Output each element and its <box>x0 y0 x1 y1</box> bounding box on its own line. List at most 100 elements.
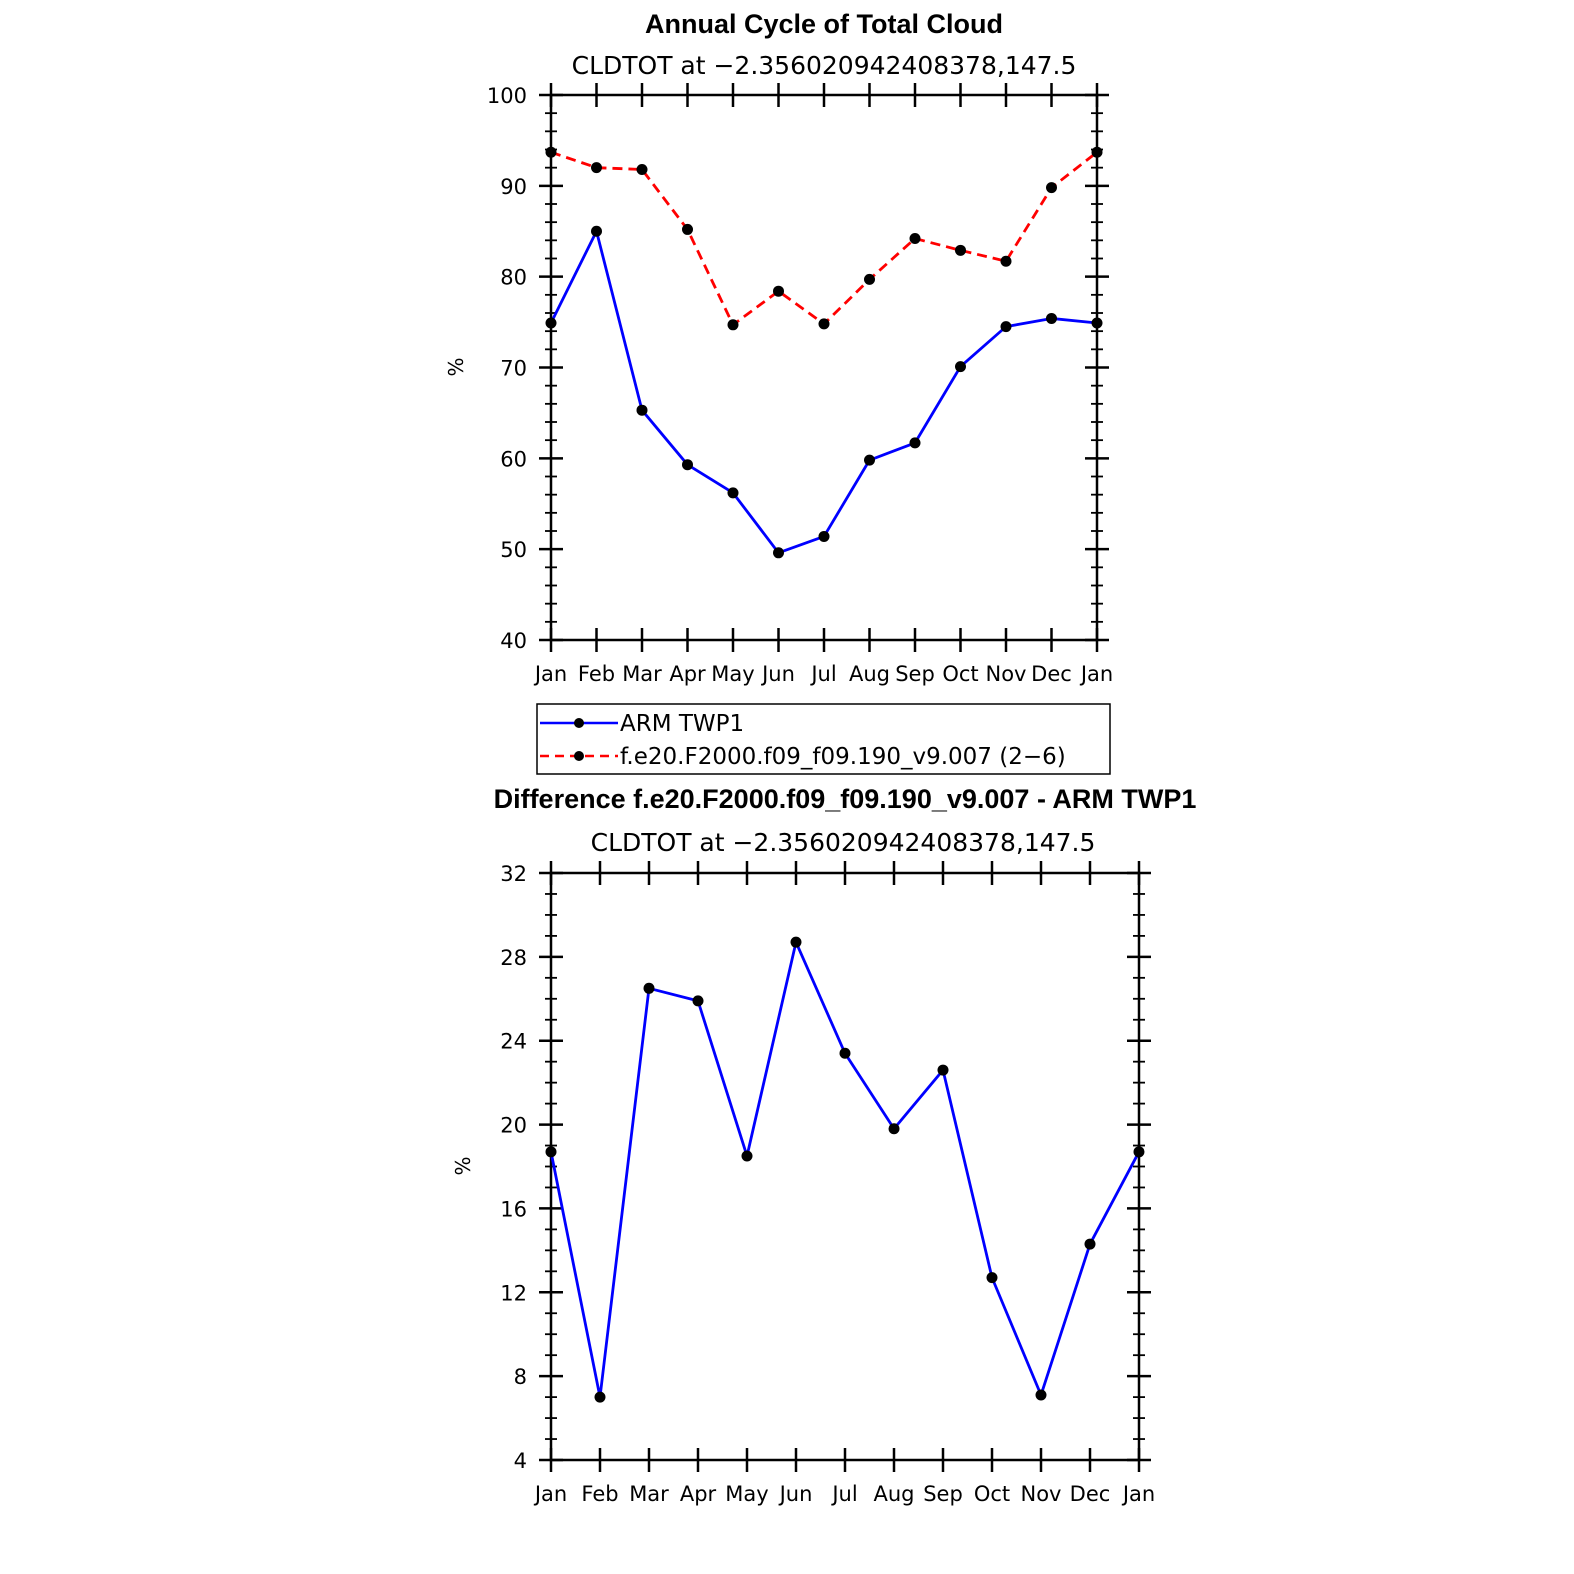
chart1-point-arm-twp1 <box>1046 312 1057 324</box>
chart1-point-arm-twp1 <box>955 361 966 373</box>
chart1-line-arm-twp1 <box>549 229 1098 555</box>
chart1-point-arm-twp1 <box>1091 317 1103 329</box>
chart2-x-tick-label: Aug <box>873 1482 914 1506</box>
chart2-x-tick-label: Feb <box>581 1482 618 1506</box>
chart2-y-tick-label: 8 <box>514 1365 527 1389</box>
chart2-point-series-1 <box>937 1064 949 1076</box>
chart1-title: Annual Cycle of Total Cloud <box>645 9 1003 39</box>
chart2-y-tick-label: 12 <box>500 1281 527 1305</box>
chart1-x-tick-label: Sep <box>895 662 935 686</box>
chart2-y-tick-label: 20 <box>500 1114 527 1138</box>
chart2-point-series-1 <box>1133 1146 1145 1158</box>
chart1-y-tick-label: 80 <box>500 266 527 290</box>
chart2-point-series-1 <box>888 1123 900 1135</box>
chart1-x-tick-label: Dec <box>1031 662 1072 686</box>
chart2-y-tick-label: 16 <box>500 1197 527 1221</box>
chart2-point-series-1 <box>545 1146 557 1158</box>
chart1-y-tick-label: 70 <box>500 357 527 381</box>
chart2-x-tick-label: Jun <box>778 1482 813 1506</box>
chart1-point-f-e20-f2000-f09-f09-190-v9-007-2-6 <box>682 223 693 235</box>
chart1-point-f-e20-f2000-f09-f09-190-v9-007-2-6 <box>545 146 557 158</box>
chart1-point-arm-twp1 <box>636 404 648 416</box>
chart2-x-tick-label: Dec <box>1070 1482 1111 1506</box>
chart2-point-series-1 <box>692 995 704 1007</box>
chart1-x-tick-label: May <box>711 662 754 686</box>
chart1-point-f-e20-f2000-f09-f09-190-v9-007-2-6 <box>1046 182 1057 194</box>
chart2-y-tick-label: 32 <box>500 862 527 886</box>
chart1-legend: ARM TWP1 f.e20.F2000.f09_f09.190_v9.007 … <box>536 703 1111 775</box>
chart2-x-tick-label: Jan <box>533 1482 567 1506</box>
chart2-point-series-1 <box>594 1391 606 1403</box>
chart2-point-series-1 <box>643 982 655 994</box>
chart2-plot: Jan Feb Mar Apr May Jun Jul Aug Sep Oct Nov Dec Jan4… <box>500 861 1155 1506</box>
legend-marker-model <box>574 751 584 761</box>
chart1-point-f-e20-f2000-f09-f09-190-v9-007-2-6 <box>864 273 875 285</box>
chart2-title: Difference f.e20.F2000.f09_f09.190_v9.00… <box>494 784 1197 814</box>
chart1-point-arm-twp1 <box>818 530 830 542</box>
chart2-x-tick-label: Mar <box>629 1482 669 1506</box>
chart1-line-f-e20-f2000-f09-f09-190-v9-007-2-6 <box>550 150 1098 327</box>
chart2-x-tick-label: May <box>725 1482 768 1506</box>
chart1-x-tick-label: Feb <box>578 662 615 686</box>
chart2-y-tick-label: 28 <box>500 946 527 970</box>
chart1-point-f-e20-f2000-f09-f09-190-v9-007-2-6 <box>591 162 602 174</box>
chart2-x-tick-label: Oct <box>974 1482 1010 1506</box>
chart1-x-tick-label: Jun <box>760 662 795 686</box>
chart2-x-tick-label: Apr <box>680 1482 717 1506</box>
chart1-point-arm-twp1 <box>1000 321 1012 333</box>
chart1-point-f-e20-f2000-f09-f09-190-v9-007-2-6 <box>773 285 784 297</box>
chart2-x-tick-label: Nov <box>1021 1482 1062 1506</box>
chart1-y-tick-label: 40 <box>500 629 527 653</box>
chart1-y-axis-label: % <box>444 357 468 376</box>
chart1-point-f-e20-f2000-f09-f09-190-v9-007-2-6 <box>727 319 739 331</box>
legend-label-arm-twp1: ARM TWP1 <box>620 711 744 737</box>
chart2-y-tick-label: 4 <box>514 1449 527 1473</box>
chart1-y-tick-label: 50 <box>500 538 527 562</box>
legend-box <box>536 703 1111 775</box>
chart2-frame <box>549 871 1141 1462</box>
chart1-point-f-e20-f2000-f09-f09-190-v9-007-2-6 <box>636 163 648 175</box>
chart2-x-tick-label: Jul <box>830 1482 857 1506</box>
chart1-point-arm-twp1 <box>682 459 693 471</box>
chart1-point-arm-twp1 <box>773 547 784 559</box>
chart2-x-tick-label: Sep <box>923 1482 963 1506</box>
chart1-frame <box>549 93 1099 642</box>
chart1-y-tick-label: 60 <box>500 447 527 471</box>
chart1-x-tick-label: Jan <box>533 662 567 686</box>
chart1-point-f-e20-f2000-f09-f09-190-v9-007-2-6 <box>1000 255 1012 267</box>
chart2-point-series-1 <box>1035 1389 1047 1401</box>
legend-label-model: f.e20.F2000.f09_f09.190_v9.007 (2−6) <box>620 744 1066 770</box>
chart2-point-series-1 <box>1084 1238 1096 1250</box>
chart1-point-arm-twp1 <box>727 487 739 499</box>
chart2-y-tick-label: 24 <box>500 1030 527 1054</box>
chart2-subtitle: CLDTOT at −2.356020942408378,147.5 <box>591 828 1096 857</box>
chart1-y-tick-label: 100 <box>487 84 527 108</box>
chart2-point-series-1 <box>790 936 802 948</box>
chart1-subtitle: CLDTOT at −2.356020942408378,147.5 <box>572 51 1077 80</box>
chart1-point-arm-twp1 <box>591 225 602 237</box>
chart2-point-series-1 <box>986 1272 998 1284</box>
chart1-point-f-e20-f2000-f09-f09-190-v9-007-2-6 <box>1091 146 1103 158</box>
chart1-x-tick-label: Jul <box>809 662 836 686</box>
chart2-y-axis-label: % <box>451 1156 475 1175</box>
chart1-point-arm-twp1 <box>909 437 921 449</box>
chart2-line-series-1 <box>549 940 1141 1399</box>
chart1-x-tick-label: Aug <box>849 662 890 686</box>
chart2-point-series-1 <box>839 1047 851 1059</box>
chart1-point-f-e20-f2000-f09-f09-190-v9-007-2-6 <box>955 244 966 256</box>
chart1-x-tick-label: Apr <box>669 662 706 686</box>
chart1-x-tick-label: Mar <box>622 662 662 686</box>
chart1-y-tick-label: 90 <box>500 175 527 199</box>
chart1-x-tick-label: Nov <box>986 662 1027 686</box>
chart2-point-series-1 <box>741 1150 753 1162</box>
chart1-x-tick-label: Oct <box>942 662 978 686</box>
chart1-point-f-e20-f2000-f09-f09-190-v9-007-2-6 <box>818 318 830 330</box>
chart1-point-f-e20-f2000-f09-f09-190-v9-007-2-6 <box>909 233 921 245</box>
chart1-point-arm-twp1 <box>864 454 875 466</box>
chart2-x-tick-label: Jan <box>1121 1482 1155 1506</box>
chart1-plot: Jan Feb Mar Apr May Jun Jul Aug Sep Oct Nov Dec Jan4… <box>487 83 1113 686</box>
chart1-point-arm-twp1 <box>545 317 557 329</box>
chart1-x-tick-label: Jan <box>1079 662 1113 686</box>
legend-marker-arm-twp1 <box>574 718 584 728</box>
